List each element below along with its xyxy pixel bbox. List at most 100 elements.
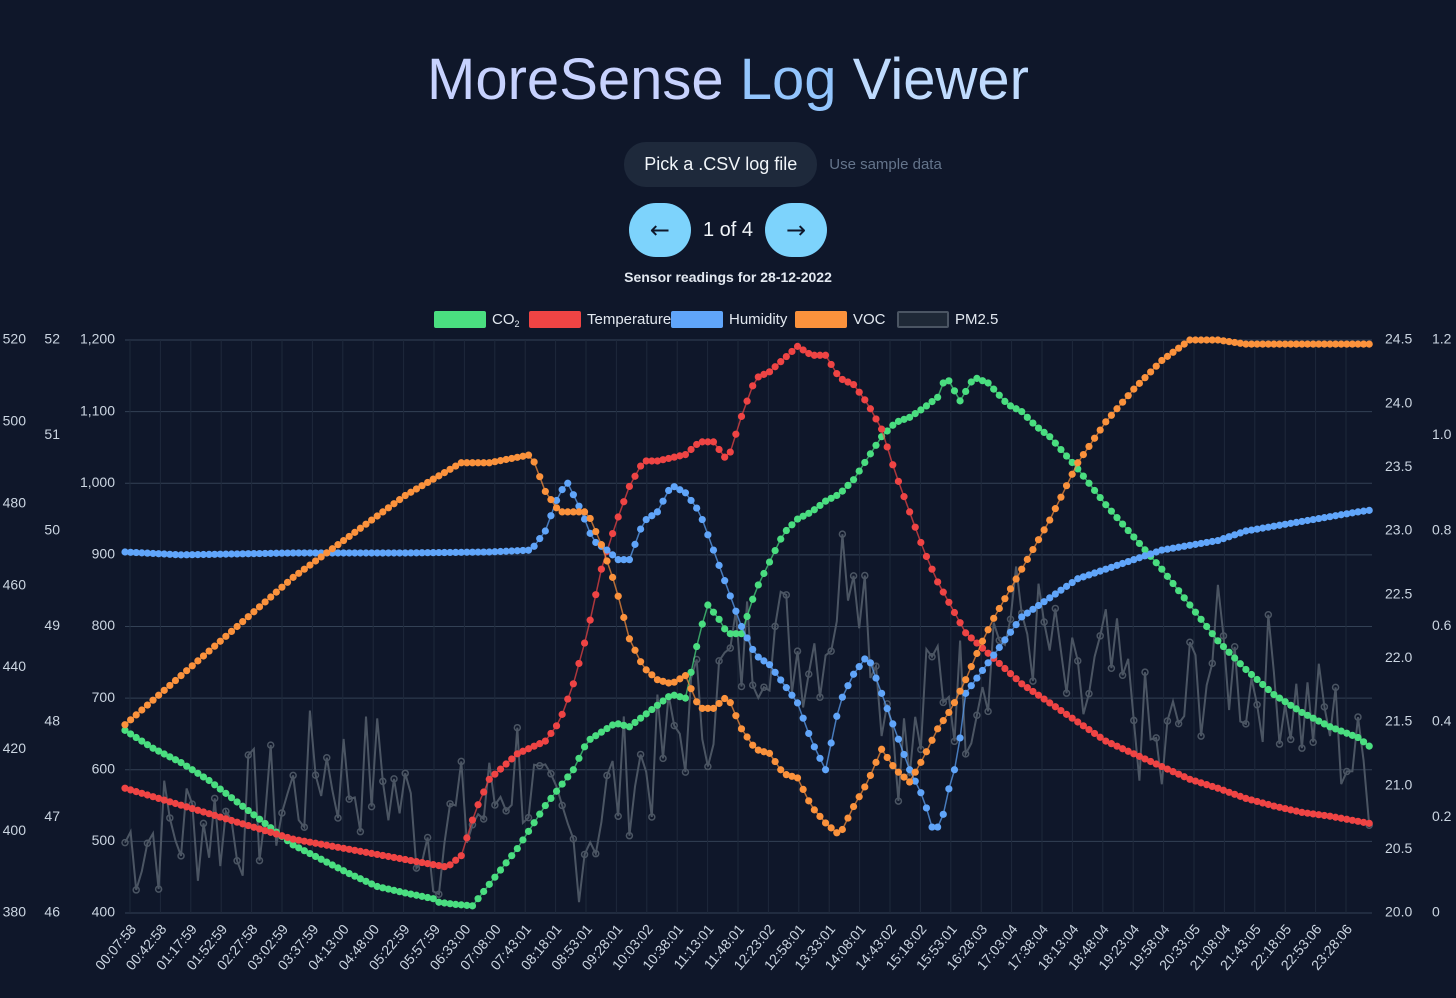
voc-point <box>345 532 353 541</box>
co2-point <box>1197 615 1205 623</box>
voc-point <box>1343 340 1351 348</box>
co2-point <box>323 858 331 866</box>
voc-point <box>855 793 863 801</box>
co2-point <box>1085 479 1093 487</box>
voc-point <box>1214 336 1222 344</box>
voc-point <box>339 536 348 545</box>
voc-point <box>227 627 236 636</box>
voc-point <box>166 681 174 690</box>
co2-point <box>721 625 729 633</box>
humidity-point <box>1331 512 1340 520</box>
temperature-point <box>446 861 454 869</box>
voc-point <box>323 549 331 557</box>
humidity-point <box>754 653 762 661</box>
temperature-point <box>945 598 953 606</box>
voc-point <box>1247 340 1256 348</box>
voc-point <box>564 508 572 516</box>
co2-point <box>1034 424 1043 432</box>
next-page-button[interactable]: → <box>765 203 828 257</box>
humidity-point <box>782 684 790 692</box>
title-word-3: Viewer <box>852 47 1029 112</box>
pm25-point <box>1230 643 1239 651</box>
temperature-point <box>283 833 292 842</box>
pm25-point <box>1264 610 1273 619</box>
humidity-point <box>967 682 975 690</box>
temperature-point <box>491 770 499 778</box>
temperature-point <box>838 375 846 384</box>
humidity-point <box>687 496 695 505</box>
co2-point <box>1068 458 1076 467</box>
humidity-point <box>732 607 740 615</box>
co2-point <box>121 726 129 734</box>
co2-point <box>166 753 174 761</box>
humidity-point <box>788 691 796 699</box>
voc-point <box>424 478 432 487</box>
pm25-point <box>300 823 309 831</box>
temperature-point <box>558 710 566 718</box>
co2-point <box>373 882 381 891</box>
humidity-point <box>407 549 415 557</box>
humidity-point <box>1337 511 1345 519</box>
temperature-point <box>552 722 561 730</box>
co2-point <box>379 884 387 892</box>
humidity-point <box>715 561 723 569</box>
temperature-point <box>1359 818 1368 826</box>
prev-page-button[interactable]: ← <box>628 203 691 257</box>
humidity-point <box>272 549 280 557</box>
co2-point <box>127 730 135 738</box>
temperature-point <box>1163 765 1172 773</box>
temperature-point <box>1275 803 1284 811</box>
chart-title: Sensor readings for 28-12-2022 <box>624 269 832 285</box>
pm25-point <box>1152 734 1160 742</box>
voc-point <box>452 462 460 470</box>
temperature-point <box>1247 796 1256 804</box>
co2-point <box>569 766 577 774</box>
voc-point <box>1292 340 1300 348</box>
co2-point <box>227 794 236 802</box>
pm25-point <box>502 807 510 815</box>
use-sample-data-link[interactable]: Use sample data <box>829 156 942 173</box>
co2-point <box>418 892 426 900</box>
co2-point <box>659 697 667 705</box>
temperature-point <box>827 360 835 369</box>
humidity-point <box>1107 563 1115 571</box>
voc-point <box>687 685 695 693</box>
co2-axis-tick: 800 <box>92 617 116 633</box>
humidity-point <box>1281 520 1289 528</box>
humidity-point <box>648 512 656 520</box>
humidity-axis-tick: 50 <box>44 522 60 538</box>
humidity-point <box>1343 510 1351 518</box>
humidity-point <box>1180 542 1188 550</box>
voc-point <box>1085 442 1093 451</box>
humidity-point <box>1124 557 1132 566</box>
temperature-point <box>541 737 549 745</box>
voc-point <box>480 459 488 467</box>
temperature-point <box>608 529 617 538</box>
humidity-point <box>547 512 555 520</box>
voc-point <box>642 666 650 674</box>
temperature-point <box>721 453 729 461</box>
voc-point <box>255 603 264 611</box>
temperature-point <box>536 740 544 748</box>
voc-point <box>552 504 561 512</box>
co2-point <box>1231 654 1239 662</box>
co2-point <box>950 387 959 395</box>
co2-point <box>1309 714 1317 722</box>
voc-point <box>457 459 465 467</box>
voc-point <box>737 725 746 733</box>
co2-point <box>1259 680 1267 689</box>
temperature-point <box>950 608 959 617</box>
humidity-point <box>765 661 774 669</box>
temperature-axis-tick: 20.5 <box>1385 840 1412 856</box>
temperature-point <box>401 855 409 864</box>
pick-csv-button[interactable]: Pick a .CSV log file <box>624 142 818 187</box>
co2-point <box>530 819 538 827</box>
humidity-point <box>1315 514 1323 523</box>
co2-point <box>149 744 157 752</box>
voc-point <box>962 676 970 684</box>
co2-point <box>345 870 353 878</box>
temperature-point <box>233 818 241 826</box>
co2-point <box>1158 565 1166 573</box>
voc-point <box>1040 526 1048 534</box>
